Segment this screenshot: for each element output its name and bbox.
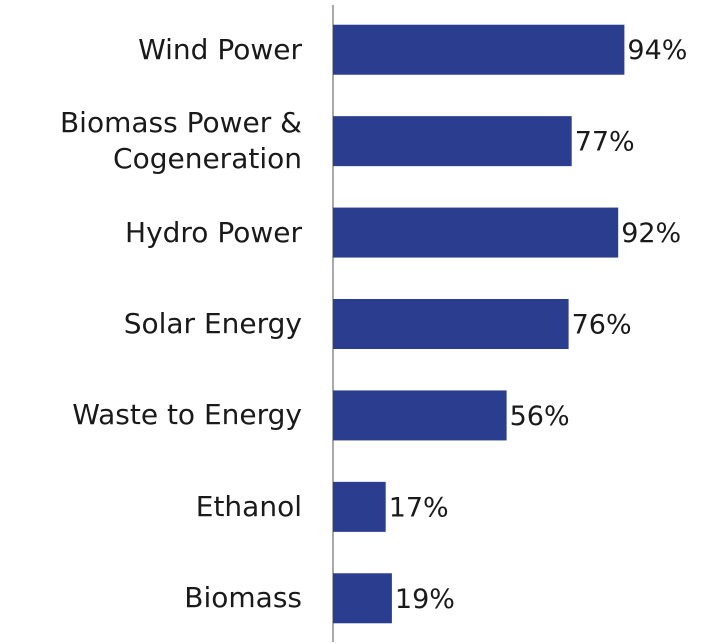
category-label: Wind Power [0, 4, 302, 95]
category-label: Biomass [0, 553, 302, 644]
category-label: Ethanol [0, 461, 302, 552]
bar [333, 116, 572, 167]
category-text: Hydro Power [125, 215, 302, 249]
value-label: 94% [627, 35, 687, 66]
bar [333, 24, 625, 75]
category-text: Waste to Energy [72, 398, 302, 432]
value-label: 76% [572, 310, 632, 341]
category-text: Biomass Power & Cogeneration [59, 106, 302, 176]
bar [333, 573, 392, 624]
bar [333, 390, 507, 441]
category-label: Biomass Power & Cogeneration [0, 95, 302, 186]
value-label: 19% [395, 584, 455, 615]
value-label: 56% [510, 401, 570, 432]
bar [333, 299, 569, 349]
category-label: Hydro Power [0, 187, 302, 278]
bar [333, 207, 619, 258]
category-label: Waste to Energy [0, 370, 302, 461]
bar [333, 481, 386, 532]
category-label: Solar Energy [0, 278, 302, 369]
category-text: Ethanol [195, 489, 302, 523]
value-label: 77% [575, 127, 635, 158]
category-text: Biomass [184, 581, 302, 615]
value-label: 17% [389, 492, 449, 523]
value-label: 92% [621, 218, 681, 249]
category-text: Solar Energy [123, 306, 302, 340]
category-text: Wind Power [138, 32, 302, 66]
